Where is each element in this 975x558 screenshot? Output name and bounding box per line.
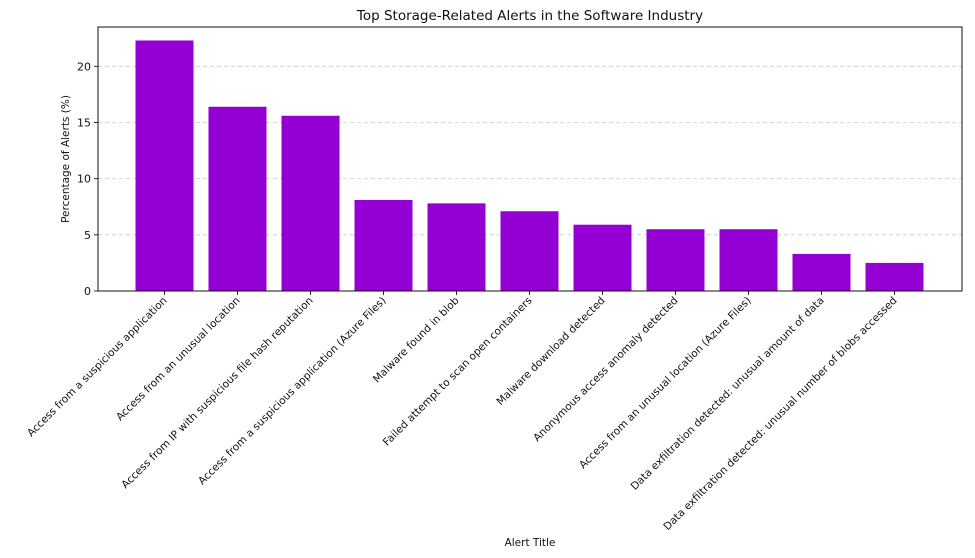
x-tick-label: Data exfiltration detected: unusual numb… — [661, 295, 899, 533]
bar — [281, 115, 340, 292]
bar — [500, 211, 559, 291]
x-tick-label: Access from an unusual location — [114, 295, 243, 424]
y-tick-label: 15 — [77, 116, 91, 129]
bar — [719, 229, 778, 291]
y-tick-label: 10 — [77, 173, 91, 186]
bar — [646, 229, 705, 291]
bar — [354, 200, 413, 291]
y-tick-label: 5 — [84, 229, 91, 242]
bar — [865, 262, 924, 291]
bar — [208, 106, 267, 291]
bar — [792, 253, 851, 291]
y-tick-label: 0 — [84, 285, 91, 298]
x-axis-label: Alert Title — [505, 537, 556, 549]
bar — [427, 203, 486, 291]
x-tick-label: Access from a suspicious application — [25, 295, 170, 440]
plot-frame — [97, 26, 963, 292]
x-axis-ticks: Access from a suspicious applicationAcce… — [25, 291, 900, 533]
bar — [573, 224, 632, 291]
bars — [135, 40, 924, 292]
y-axis-ticks: 0 5 10 15 20 — [77, 60, 98, 298]
bar — [135, 40, 194, 291]
chart-title: Top Storage-Related Alerts in the Softwa… — [356, 8, 703, 24]
x-tick-label: Failed attempt to scan open containers — [381, 295, 535, 449]
y-axis-label: Percentage of Alerts (%) — [60, 95, 72, 223]
x-tick-label: Access from an unusual location (Azure F… — [577, 295, 754, 472]
y-tick-label: 20 — [77, 60, 91, 73]
x-tick-label: Anonymous access anomaly detected — [531, 295, 680, 444]
